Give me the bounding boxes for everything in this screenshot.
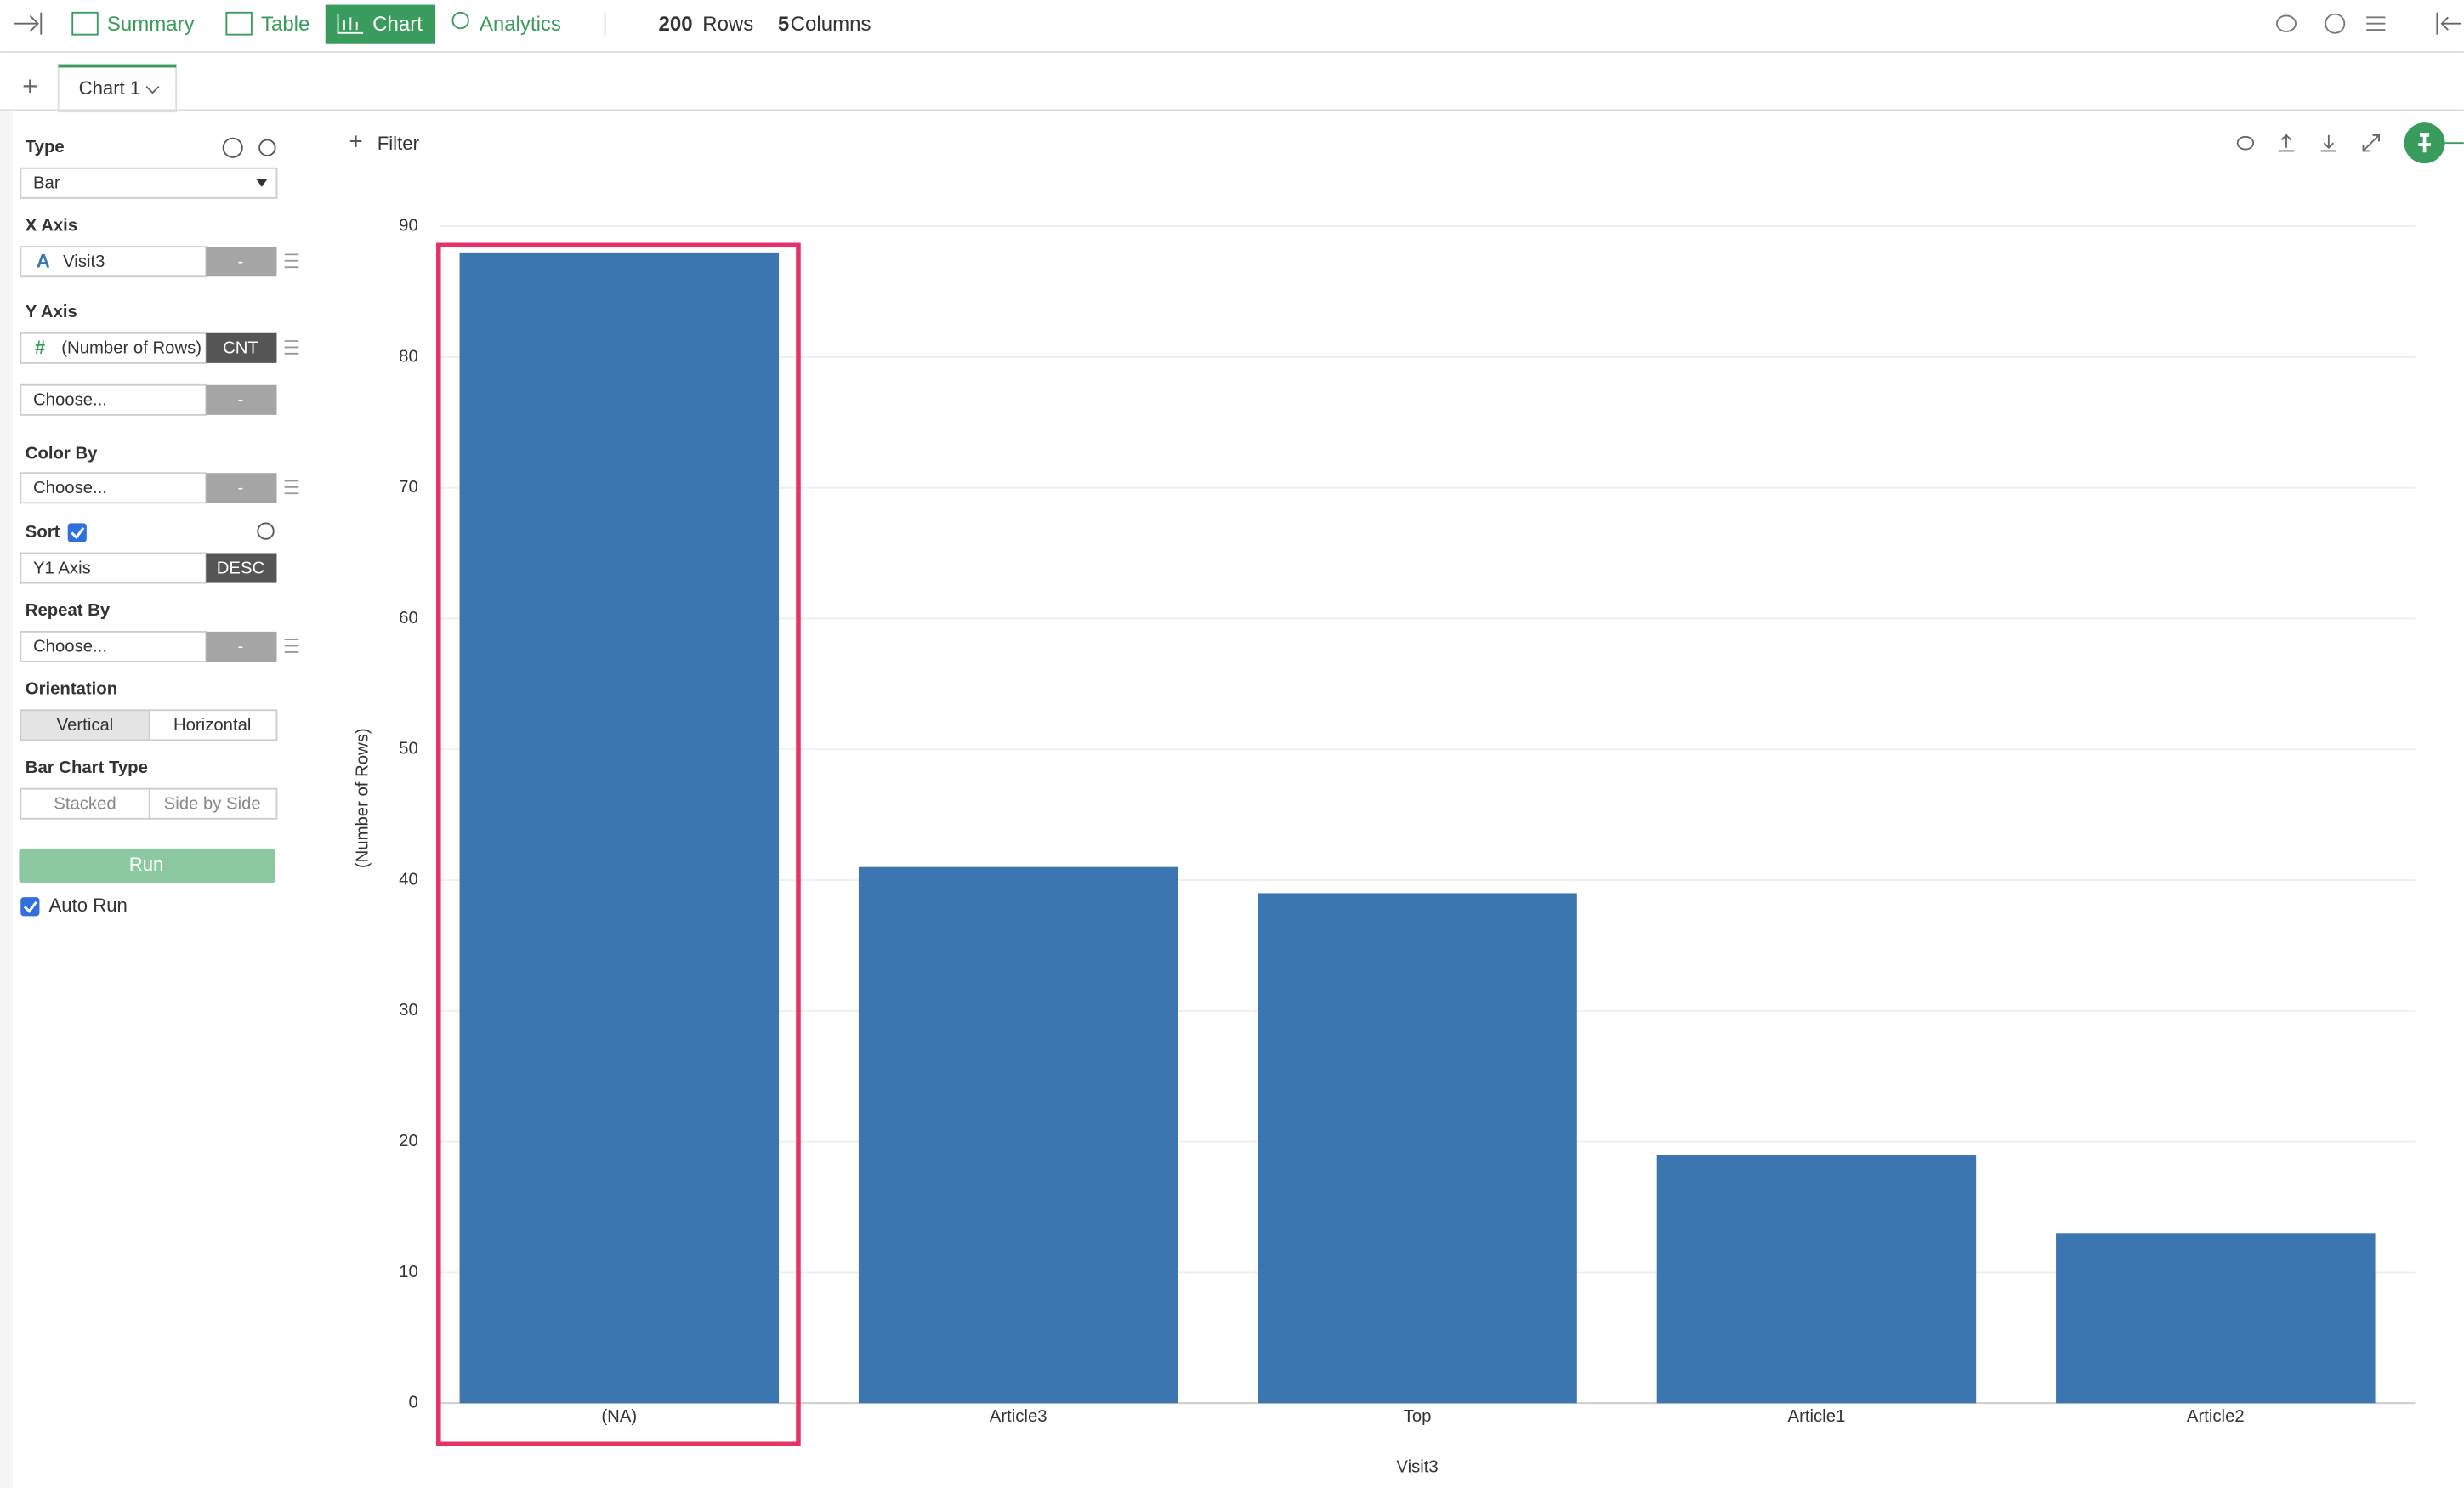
type-label: Type	[26, 138, 65, 156]
y-tick-label: 90	[399, 216, 418, 235]
y-tick-label: 10	[399, 1263, 418, 1281]
type-select[interactable]	[20, 167, 278, 199]
orientation-label: Orientation	[26, 680, 117, 699]
y-tick-label: 70	[399, 478, 418, 497]
row-count: 200	[659, 13, 693, 36]
y-tick-label: 60	[399, 609, 418, 628]
x-axis-field[interactable]	[20, 246, 207, 278]
repeat-by-label: Repeat By	[26, 601, 111, 620]
x-axis-title: Visit3	[1396, 1457, 1438, 1476]
x-tick-label: Article3	[990, 1407, 1047, 1426]
orientation-option[interactable]: Horizontal	[173, 716, 251, 735]
sort-field[interactable]	[20, 552, 207, 584]
x-axis-icon: A	[37, 250, 50, 271]
orientation-vertical[interactable]	[20, 709, 150, 741]
tab-summary[interactable]: Summary	[107, 13, 195, 36]
add-tab[interactable]: +	[22, 71, 37, 101]
color-by-field[interactable]	[20, 472, 207, 504]
x-tick-label: Article1	[1788, 1407, 1846, 1426]
orientation-horizontal[interactable]	[148, 709, 278, 741]
bar-type-label: Bar Chart Type	[26, 758, 148, 777]
bar-type-stacked[interactable]	[20, 787, 150, 820]
bar	[2056, 1233, 2376, 1404]
run-button[interactable]	[19, 848, 275, 883]
collapse-icon[interactable]	[14, 12, 43, 35]
color-by-value[interactable]: Choose...	[33, 479, 107, 497]
orientation-option[interactable]: Vertical	[57, 716, 114, 735]
x-tick-label: Top	[1404, 1407, 1432, 1426]
type-value[interactable]: Bar	[33, 174, 60, 193]
repeat-by-button[interactable]: -	[238, 638, 244, 656]
settings-icon[interactable]	[2366, 16, 2386, 31]
chart-comment[interactable]	[2236, 135, 2255, 151]
x-axis-label: X Axis	[26, 216, 77, 235]
x-axis-button[interactable]: -	[238, 253, 244, 271]
highlight-box	[436, 242, 801, 1447]
auto-run-label[interactable]: Auto Run	[49, 895, 128, 916]
tab-analytics[interactable]: Analytics	[480, 13, 561, 36]
color-by-label: Color By	[26, 444, 98, 463]
bar	[459, 252, 780, 1404]
refresh-icon[interactable]	[2325, 13, 2346, 34]
y-tick-label: 20	[399, 1132, 418, 1150]
y-axis2-field[interactable]	[20, 383, 207, 416]
auto-run-checkbox[interactable]	[20, 897, 40, 917]
color-by-button[interactable]: -	[238, 479, 244, 497]
tab-table[interactable]: Table	[261, 13, 309, 36]
bar-type-option[interactable]: Stacked	[54, 795, 116, 814]
column-count: 5	[778, 13, 789, 36]
sort-button[interactable]: DESC	[217, 559, 264, 577]
bar	[858, 866, 1178, 1404]
sort-checkbox[interactable]	[67, 523, 87, 542]
y-axis-label: Y Axis	[26, 303, 77, 321]
repeat-by-field[interactable]	[20, 630, 207, 662]
y-axis2-value[interactable]: Choose...	[33, 391, 107, 410]
bar	[1258, 893, 1577, 1404]
y-axis-icon: #	[35, 337, 45, 358]
comment-icon[interactable]	[2275, 14, 2297, 32]
sort-value[interactable]: Y1 Axis	[33, 559, 91, 577]
chart-fullscreen[interactable]	[2362, 133, 2380, 152]
y-tick-label: 50	[399, 740, 418, 758]
y-axis2-button[interactable]: -	[238, 391, 244, 410]
y-axis-button[interactable]: CNT	[223, 339, 258, 358]
filter[interactable]: Filter	[378, 133, 420, 154]
x-tick-label: (NA)	[601, 1407, 637, 1426]
y-axis-field[interactable]	[20, 332, 207, 364]
bar-type-option[interactable]: Side by Side	[164, 795, 261, 814]
repeat-by-value[interactable]: Choose...	[33, 638, 107, 656]
filter-plus[interactable]: +	[349, 128, 362, 154]
bar-type-side[interactable]	[148, 787, 278, 820]
tab-chart[interactable]: Chart	[372, 13, 423, 36]
x-axis-value[interactable]: Visit3	[63, 253, 105, 271]
chart-upload[interactable]	[2278, 133, 2295, 152]
sort-label: Sort	[26, 523, 60, 542]
y-axis-value[interactable]: (Number of Rows)	[61, 339, 202, 358]
y-axis-title: (Number of Rows)	[353, 728, 372, 868]
run-label[interactable]: Run	[129, 854, 164, 875]
y-tick-label: 30	[399, 1001, 418, 1019]
y-tick-label: 80	[399, 347, 418, 366]
plot: 0 10 20 30 40 50 60 70 80 90 (NA) Article3 Top Articl…	[399, 216, 2416, 1426]
y-tick-label: 40	[399, 870, 418, 889]
x-tick-label: Article2	[2187, 1407, 2245, 1426]
expand-icon[interactable]	[2436, 12, 2461, 35]
row-label: Rows	[702, 13, 753, 36]
chart-tab-label[interactable]: Chart 1	[79, 77, 141, 99]
column-label: Columns	[791, 13, 871, 36]
bar	[1656, 1155, 1977, 1404]
y-tick-label: 0	[408, 1394, 417, 1412]
chart-download[interactable]	[2320, 134, 2337, 152]
